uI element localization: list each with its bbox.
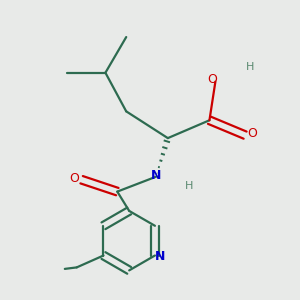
Text: O: O xyxy=(69,172,79,185)
Text: N: N xyxy=(155,250,166,263)
Text: N: N xyxy=(151,169,161,182)
Text: H: H xyxy=(184,181,193,191)
Text: H: H xyxy=(245,62,254,72)
Text: O: O xyxy=(248,127,257,140)
Text: O: O xyxy=(208,73,218,86)
